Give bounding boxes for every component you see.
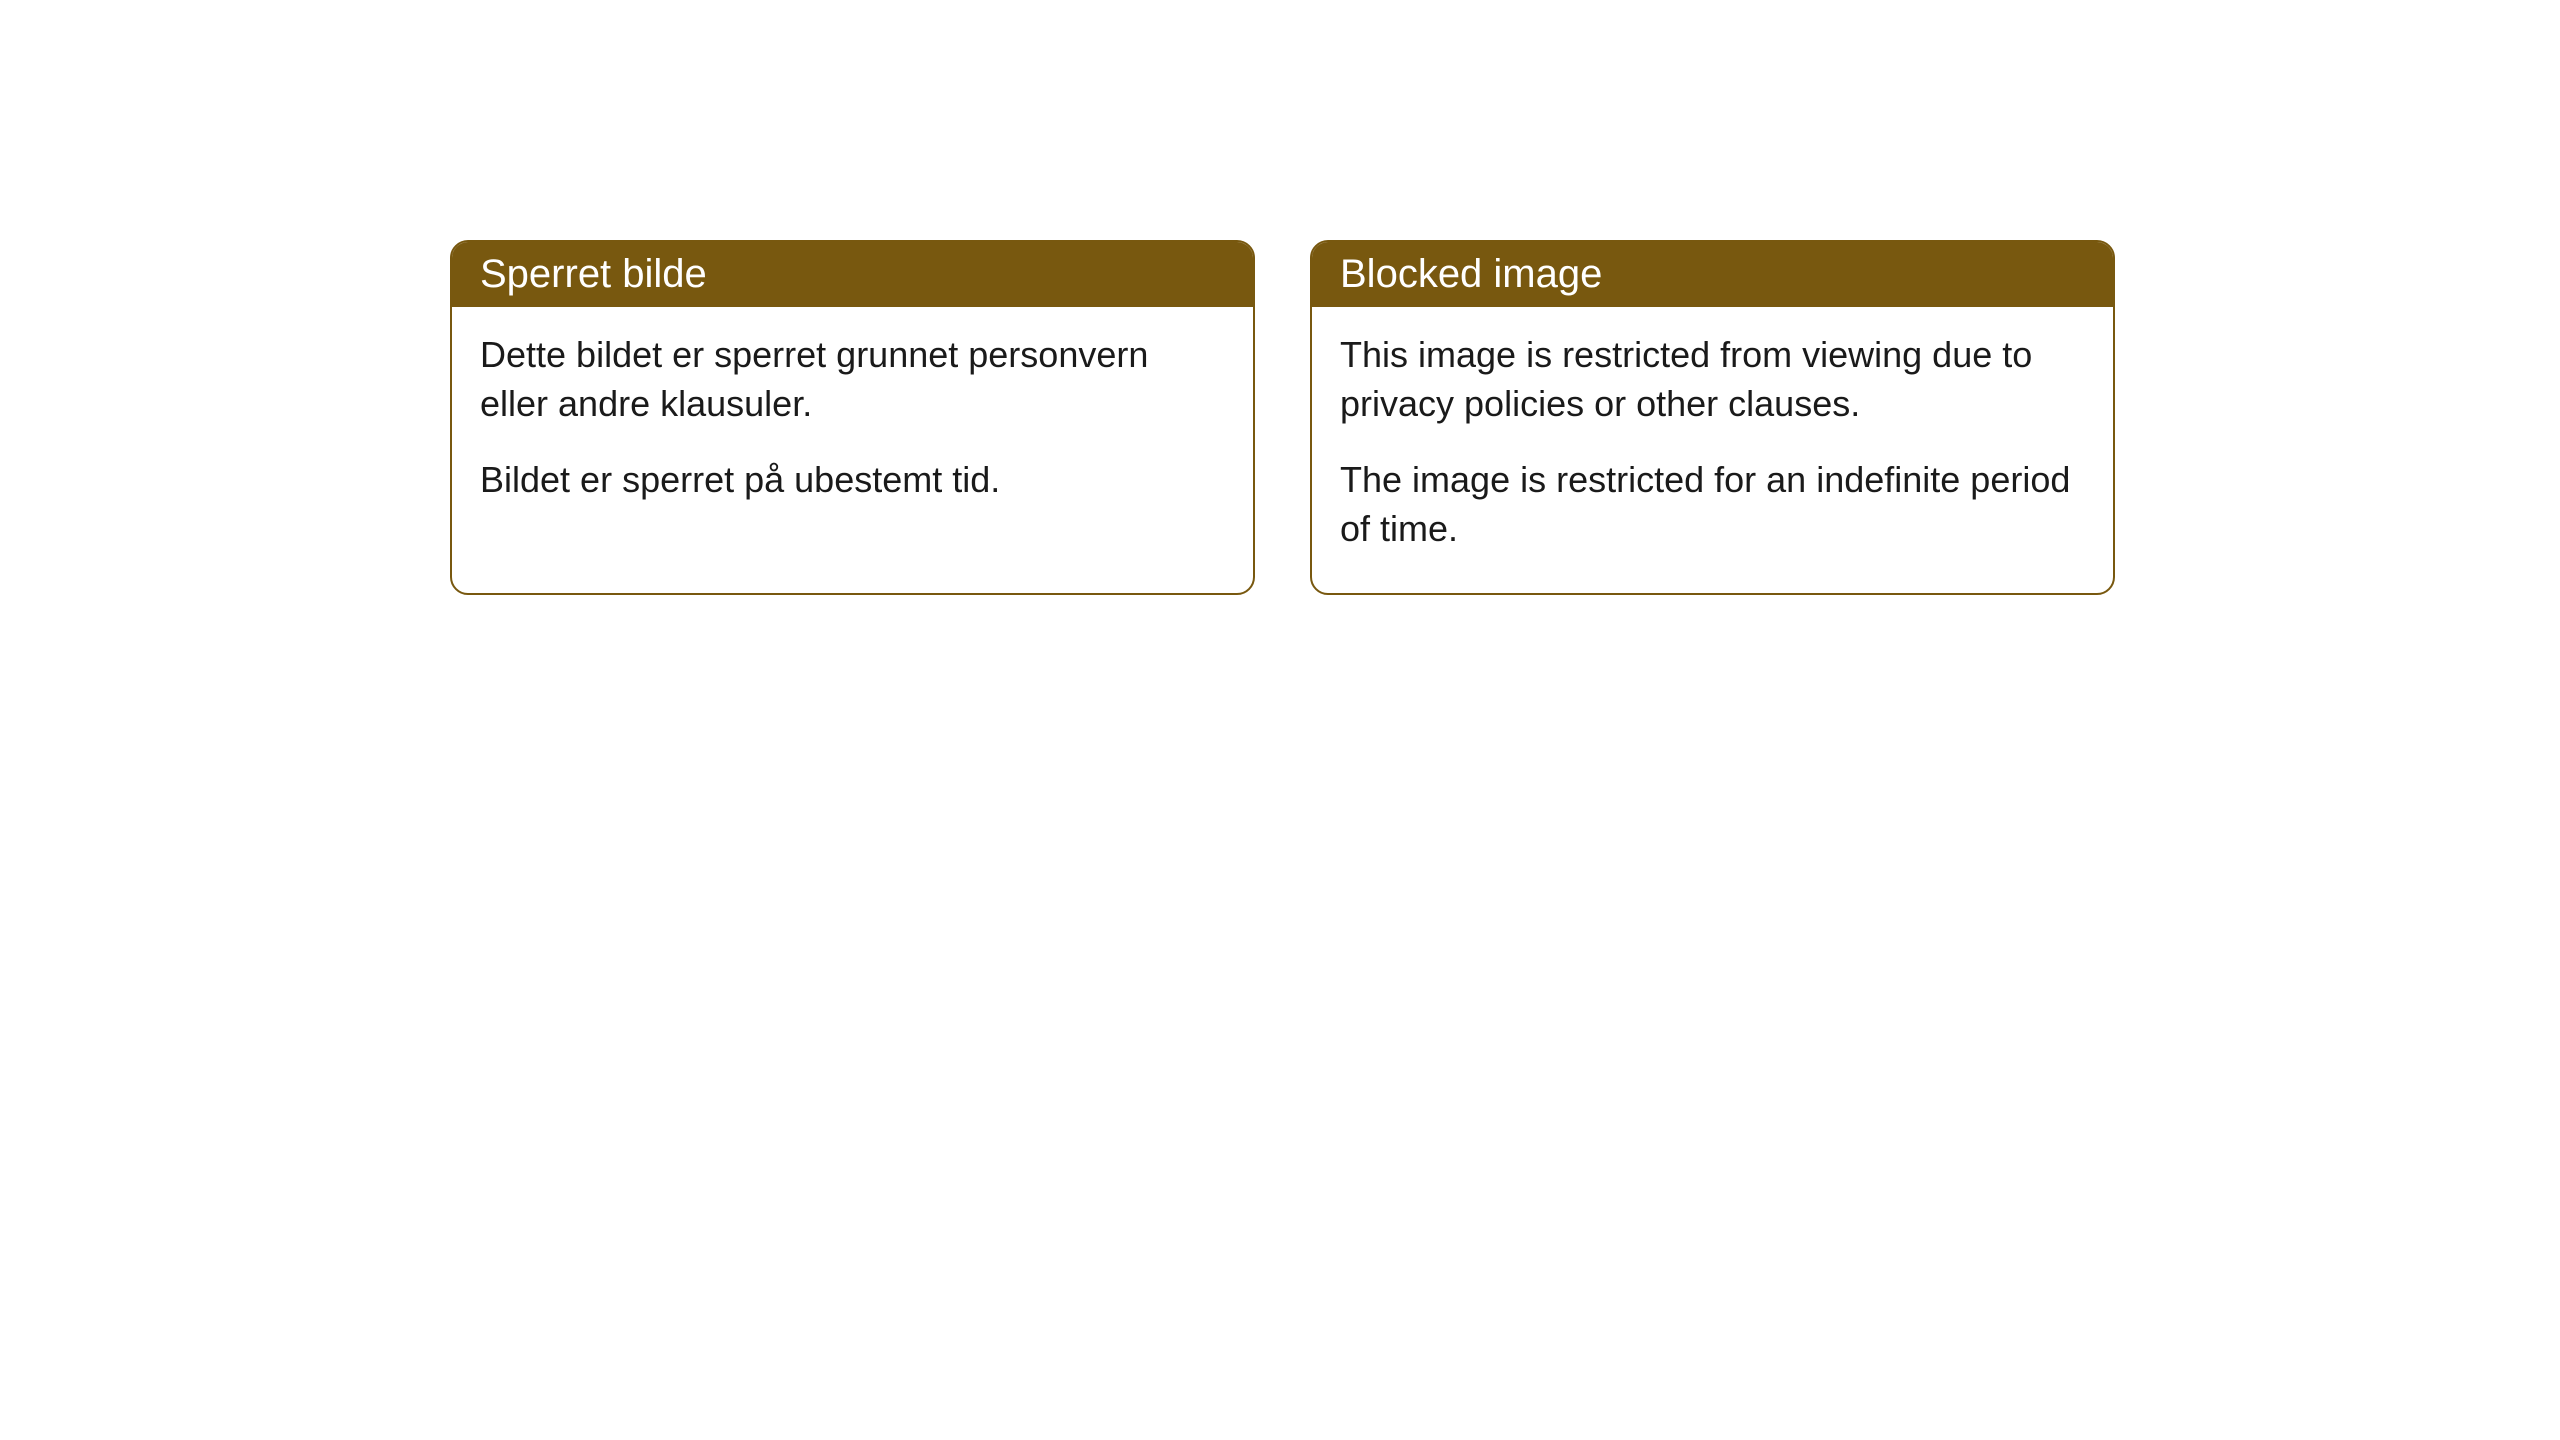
notice-card-norwegian: Sperret bilde Dette bildet er sperret gr… — [450, 240, 1255, 595]
card-paragraph: Bildet er sperret på ubestemt tid. — [480, 456, 1225, 505]
card-title: Blocked image — [1340, 252, 1602, 296]
card-paragraph: Dette bildet er sperret grunnet personve… — [480, 331, 1225, 428]
card-paragraph: The image is restricted for an indefinit… — [1340, 456, 2085, 553]
card-header: Blocked image — [1312, 242, 2113, 307]
card-body: This image is restricted from viewing du… — [1312, 307, 2113, 593]
card-title: Sperret bilde — [480, 252, 707, 296]
card-paragraph: This image is restricted from viewing du… — [1340, 331, 2085, 428]
card-body: Dette bildet er sperret grunnet personve… — [452, 307, 1253, 545]
notice-cards-container: Sperret bilde Dette bildet er sperret gr… — [450, 240, 2115, 595]
card-header: Sperret bilde — [452, 242, 1253, 307]
notice-card-english: Blocked image This image is restricted f… — [1310, 240, 2115, 595]
